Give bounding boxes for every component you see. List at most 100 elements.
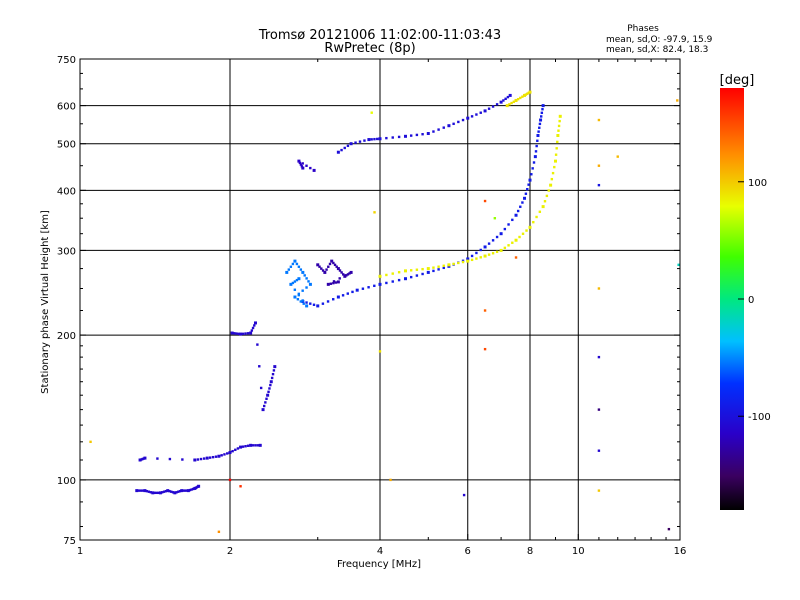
- point-s1-7-i2: [254, 444, 257, 447]
- point-s3-5-i3: [421, 272, 424, 276]
- colorbar-tick-label-100: 100: [748, 178, 767, 189]
- point-s3-12-i1: [524, 192, 528, 195]
- colorbar-label: [deg]: [720, 73, 755, 88]
- point-s7-9: [541, 205, 545, 209]
- point-s3-4-i2: [391, 280, 394, 283]
- noise-point-10: [493, 217, 497, 220]
- point-s3-12-i2: [526, 188, 529, 191]
- point-s5-6: [326, 282, 330, 286]
- point-s6-3-i2: [391, 136, 394, 139]
- point-s4-5: [305, 304, 309, 308]
- point-s3-10-i2: [507, 223, 510, 226]
- noise-point-19: [667, 527, 671, 531]
- point-s9-1: [297, 159, 301, 163]
- noise-point-16: [597, 183, 601, 187]
- point-s1-6-i3: [246, 444, 250, 447]
- point-s6-8-i1: [487, 107, 491, 110]
- point-s2-2-i2: [251, 326, 255, 330]
- point-s5-2-i1: [332, 261, 335, 265]
- point-s3-8: [466, 257, 470, 261]
- point-s1-3: [205, 456, 209, 460]
- point-s6-3-i3: [397, 135, 401, 139]
- point-s1-1-i2: [168, 457, 172, 461]
- point-s0-7: [186, 489, 190, 493]
- point-s3-9-i1: [487, 242, 491, 245]
- point-s3-13-i2: [531, 167, 534, 170]
- point-s6-8: [483, 109, 487, 113]
- point-s0-6-i2: [183, 489, 187, 492]
- point-s7-4-i1: [470, 258, 474, 262]
- noise-point-20: [676, 99, 679, 102]
- point-s4-4-i2: [299, 300, 302, 303]
- point-s6-6-i1: [452, 122, 455, 126]
- x-tick-label-10: 10: [572, 546, 585, 557]
- point-s3-6-i2: [437, 268, 440, 271]
- point-s7-10-i2: [551, 171, 555, 175]
- point-s6-7: [466, 116, 470, 120]
- point-s7-12: [556, 134, 560, 138]
- point-s8-0-i3: [512, 100, 516, 103]
- point-s2-3-i2: [258, 365, 261, 368]
- point-s2-5: [266, 393, 270, 397]
- point-s1-0-i1: [140, 458, 143, 461]
- point-s8-0-i1: [508, 103, 511, 106]
- point-s0-3-i1: [161, 491, 164, 494]
- x-axis-ticks: 1 2 4 6 8 10 16: [77, 59, 686, 557]
- data-points: [89, 90, 680, 534]
- point-s4-6: [289, 282, 293, 286]
- x-tick-label-8: 8: [527, 546, 533, 557]
- point-s6-6-i2: [457, 120, 460, 124]
- x-tick-label-2: 2: [227, 546, 233, 557]
- point-s3-10: [499, 232, 503, 236]
- point-s2-1-i3: [246, 332, 250, 335]
- point-s4-5-i2: [297, 293, 300, 297]
- noise-point-23: [616, 155, 619, 158]
- point-s7-4: [466, 259, 470, 263]
- point-s7-9-i3: [547, 189, 550, 192]
- point-s9-0-i3: [298, 161, 302, 165]
- point-s3-14-i3: [536, 139, 539, 142]
- point-s6-7-i1: [470, 115, 474, 118]
- point-s2-6-i2: [271, 372, 275, 376]
- point-s6-1-i2: [358, 140, 362, 143]
- point-s5-1: [323, 270, 327, 274]
- point-s1-6-i1: [241, 445, 245, 448]
- point-s2-6-i1: [270, 376, 274, 380]
- point-s0-7-i3: [192, 487, 195, 491]
- point-s3-1: [316, 304, 320, 308]
- point-s8-2-i2: [526, 92, 529, 95]
- point-s5-3-i3: [342, 273, 345, 276]
- point-s6-9-i3: [506, 95, 510, 99]
- point-s4-4-i1: [296, 298, 300, 301]
- point-s4-7: [297, 277, 301, 281]
- point-s8-0-i2: [510, 101, 513, 105]
- point-s3-4-i3: [397, 278, 401, 282]
- point-s6-9-i2: [504, 97, 507, 100]
- point-s3-15: [536, 134, 540, 138]
- point-s3-0-i1: [305, 301, 308, 304]
- point-s2-1-i1: [241, 332, 245, 336]
- point-s3-16-i3: [541, 108, 544, 111]
- point-s0-4: [166, 489, 170, 493]
- point-s7-1: [403, 269, 407, 273]
- point-s4-2-i3: [307, 280, 310, 283]
- point-s1-7-i3: [256, 444, 260, 447]
- point-s6-2-i2: [373, 137, 376, 141]
- point-s2-5-i2: [268, 387, 271, 390]
- point-s2-4-i1: [262, 404, 266, 408]
- point-s7-11: [553, 159, 557, 163]
- point-s2-6-i3: [272, 369, 276, 372]
- point-s5-5-i1: [344, 274, 347, 277]
- point-s5-3-i1: [338, 269, 342, 272]
- point-s7-8-i3: [538, 210, 542, 213]
- point-s7-7-i1: [518, 235, 521, 239]
- point-s6-1-i3: [363, 139, 366, 142]
- point-s6-3: [378, 137, 382, 141]
- point-s5-0-i1: [318, 265, 321, 268]
- noise-point-4: [378, 350, 382, 353]
- point-s7-2: [426, 267, 430, 271]
- point-s2-5-i1: [267, 390, 270, 394]
- point-s6-4: [403, 134, 407, 138]
- point-s7-13: [558, 114, 562, 118]
